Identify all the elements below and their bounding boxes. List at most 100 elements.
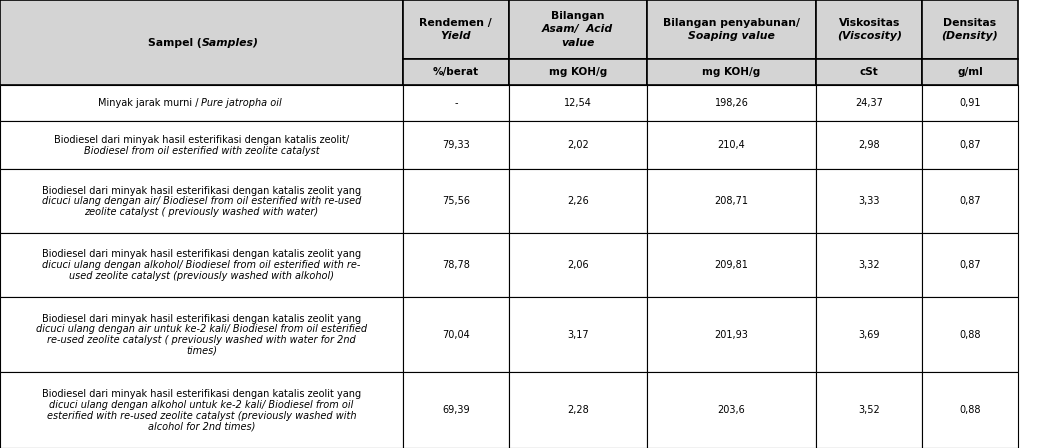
- Text: Biodiesel dari minyak hasil esterifikasi dengan katalis zeolit/: Biodiesel dari minyak hasil esterifikasi…: [54, 134, 349, 145]
- Bar: [816, 372, 922, 448]
- Bar: [647, 121, 816, 169]
- Text: 210,4: 210,4: [718, 140, 745, 150]
- Text: Biodiesel dari minyak hasil esterifikasi dengan katalis zeolit yang: Biodiesel dari minyak hasil esterifikasi…: [41, 389, 361, 399]
- Bar: [509, 85, 647, 121]
- Bar: [816, 297, 922, 372]
- Text: 75,56: 75,56: [442, 196, 470, 206]
- Text: -: -: [454, 98, 458, 108]
- Bar: [647, 297, 816, 372]
- Text: g/ml: g/ml: [957, 67, 983, 77]
- Bar: [403, 233, 509, 297]
- Bar: [647, 169, 816, 233]
- Bar: [816, 169, 922, 233]
- Text: Pure jatropha oil: Pure jatropha oil: [201, 98, 282, 108]
- Bar: [816, 85, 922, 121]
- Text: value: value: [561, 38, 595, 48]
- Text: mg KOH/g: mg KOH/g: [703, 67, 760, 77]
- Text: dicuci ulang dengan alkohol/ Biodiesel from oil esterified with re-: dicuci ulang dengan alkohol/ Biodiesel f…: [42, 260, 360, 270]
- Bar: [816, 233, 922, 297]
- Bar: [403, 0, 509, 59]
- Text: Yield: Yield: [441, 31, 471, 41]
- Bar: [0, 372, 403, 448]
- Bar: [509, 372, 647, 448]
- Text: dicuci ulang dengan air untuk ke-2 kali/ Biodiesel from oil esterified: dicuci ulang dengan air untuk ke-2 kali/…: [36, 324, 367, 334]
- Text: esterified with re-used zeolite catalyst (previously washed with: esterified with re-used zeolite catalyst…: [47, 411, 356, 421]
- Text: 2,06: 2,06: [567, 260, 588, 270]
- Bar: [922, 372, 1018, 448]
- Bar: [509, 233, 647, 297]
- Text: 3,33: 3,33: [859, 196, 880, 206]
- Bar: [0, 121, 403, 169]
- Bar: [647, 59, 816, 85]
- Text: 78,78: 78,78: [442, 260, 470, 270]
- Bar: [647, 233, 816, 297]
- Text: 2,26: 2,26: [567, 196, 588, 206]
- Bar: [816, 121, 922, 169]
- Text: used zeolite catalyst (previously washed with alkohol): used zeolite catalyst (previously washed…: [69, 271, 334, 281]
- Text: Bilangan: Bilangan: [551, 11, 604, 21]
- Text: Asam/  Acid: Asam/ Acid: [542, 24, 614, 34]
- Bar: [0, 0, 403, 85]
- Bar: [0, 297, 403, 372]
- Text: 0,87: 0,87: [959, 260, 981, 270]
- Bar: [647, 85, 816, 121]
- Bar: [922, 121, 1018, 169]
- Text: zeolite catalyst ( previously washed with water): zeolite catalyst ( previously washed wit…: [85, 207, 318, 217]
- Bar: [509, 0, 647, 59]
- Text: Biodiesel from oil esterified with zeolite catalyst: Biodiesel from oil esterified with zeoli…: [84, 146, 319, 156]
- Bar: [922, 0, 1018, 59]
- Text: Samples): Samples): [201, 38, 259, 47]
- Text: Viskositas: Viskositas: [838, 17, 900, 28]
- Text: 0,91: 0,91: [959, 98, 981, 108]
- Text: Biodiesel dari minyak hasil esterifikasi dengan katalis zeolit yang: Biodiesel dari minyak hasil esterifikasi…: [41, 314, 361, 323]
- Text: 208,71: 208,71: [714, 196, 748, 206]
- Text: 201,93: 201,93: [714, 330, 748, 340]
- Text: 12,54: 12,54: [564, 98, 591, 108]
- Text: mg KOH/g: mg KOH/g: [549, 67, 606, 77]
- Bar: [922, 297, 1018, 372]
- Text: 0,88: 0,88: [959, 330, 981, 340]
- Text: 79,33: 79,33: [442, 140, 470, 150]
- Text: Biodiesel dari minyak hasil esterifikasi dengan katalis zeolit yang: Biodiesel dari minyak hasil esterifikasi…: [41, 250, 361, 259]
- Bar: [922, 85, 1018, 121]
- Bar: [403, 297, 509, 372]
- Text: 0,87: 0,87: [959, 140, 981, 150]
- Text: (Density): (Density): [941, 31, 999, 41]
- Text: 3,17: 3,17: [567, 330, 588, 340]
- Bar: [0, 85, 403, 121]
- Text: Biodiesel dari minyak hasil esterifikasi dengan katalis zeolit yang: Biodiesel dari minyak hasil esterifikasi…: [41, 185, 361, 195]
- Text: 24,37: 24,37: [855, 98, 883, 108]
- Text: (Viscosity): (Viscosity): [836, 31, 902, 41]
- Text: %/berat: %/berat: [432, 67, 479, 77]
- Text: 0,88: 0,88: [959, 405, 981, 415]
- Text: 2,98: 2,98: [859, 140, 880, 150]
- Bar: [403, 85, 509, 121]
- Text: 209,81: 209,81: [714, 260, 748, 270]
- Text: 3,52: 3,52: [859, 405, 880, 415]
- Bar: [509, 297, 647, 372]
- Text: Rendemen /: Rendemen /: [420, 17, 492, 28]
- Bar: [647, 372, 816, 448]
- Text: times): times): [186, 346, 217, 356]
- Bar: [922, 169, 1018, 233]
- Text: Minyak jarak murni /: Minyak jarak murni /: [98, 98, 201, 108]
- Bar: [922, 59, 1018, 85]
- Bar: [922, 233, 1018, 297]
- Text: 70,04: 70,04: [442, 330, 470, 340]
- Text: re-used zeolite catalyst ( previously washed with water for 2nd: re-used zeolite catalyst ( previously wa…: [47, 335, 356, 345]
- Text: 69,39: 69,39: [442, 405, 470, 415]
- Text: 3,32: 3,32: [859, 260, 880, 270]
- Text: dicuci ulang dengan alkohol untuk ke-2 kali/ Biodiesel from oil: dicuci ulang dengan alkohol untuk ke-2 k…: [49, 400, 354, 410]
- Bar: [0, 233, 403, 297]
- Text: 2,28: 2,28: [567, 405, 588, 415]
- Text: Soaping value: Soaping value: [688, 31, 775, 41]
- Text: dicuci ulang dengan air/ Biodiesel from oil esterified with re-used: dicuci ulang dengan air/ Biodiesel from …: [41, 196, 361, 206]
- Text: Densitas: Densitas: [943, 17, 996, 28]
- Bar: [509, 121, 647, 169]
- Bar: [403, 121, 509, 169]
- Text: alcohol for 2nd times): alcohol for 2nd times): [147, 422, 255, 431]
- Text: 203,6: 203,6: [718, 405, 745, 415]
- Bar: [0, 169, 403, 233]
- Text: 2,02: 2,02: [567, 140, 588, 150]
- Text: cSt: cSt: [860, 67, 879, 77]
